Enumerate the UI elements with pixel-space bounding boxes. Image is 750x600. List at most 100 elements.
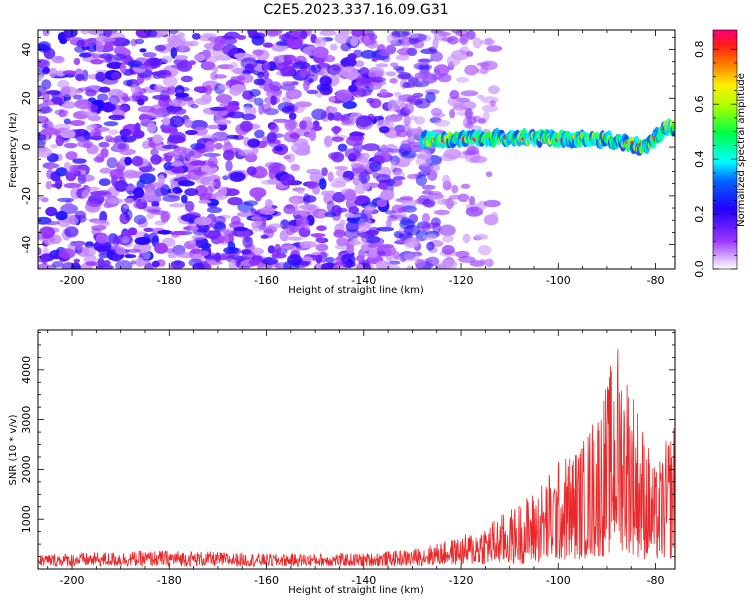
heatmap-cell xyxy=(124,156,132,166)
heatmap-cell xyxy=(306,89,319,95)
heatmap-cell xyxy=(470,155,488,164)
y-tick-label: 0 xyxy=(20,144,33,151)
heatmap-cell xyxy=(212,131,229,142)
heatmap-cell xyxy=(90,59,104,65)
heatmap-cell xyxy=(38,103,51,114)
heatmap-cell xyxy=(477,94,484,100)
colorbar-tick-label: 0.2 xyxy=(693,205,706,223)
heatmap-cell xyxy=(451,184,459,194)
heatmap-cell xyxy=(289,31,302,37)
heatmap-cell xyxy=(259,206,276,215)
heatmap-cell xyxy=(188,218,195,224)
heatmap-cell xyxy=(359,222,366,227)
heatmap-cell xyxy=(39,134,47,141)
heatmap-cell xyxy=(319,251,328,263)
heatmap-cell xyxy=(403,224,421,236)
heatmap-cell xyxy=(86,43,99,52)
heatmap-cell xyxy=(95,232,109,244)
heatmap-cell xyxy=(95,71,106,82)
heatmap-cell xyxy=(108,114,125,121)
heatmap-cell xyxy=(65,170,79,175)
heatmap-cell xyxy=(184,200,195,212)
heatmap-cell xyxy=(222,44,238,56)
heatmap-cell xyxy=(227,111,245,119)
heatmap-cell xyxy=(201,94,212,103)
heatmap-cell xyxy=(122,204,130,209)
heatmap-cell xyxy=(174,55,189,60)
heatmap-cell xyxy=(174,146,187,151)
heatmap-cell xyxy=(355,255,365,262)
heatmap-cell xyxy=(414,259,425,268)
heatmap-cell xyxy=(425,256,440,267)
heatmap-cell xyxy=(483,111,490,121)
heatmap-cell xyxy=(237,149,254,156)
heatmap-cell xyxy=(253,78,266,86)
heatmap-cell xyxy=(283,131,299,143)
heatmap-cell xyxy=(267,223,284,229)
heatmap-cell xyxy=(74,210,87,220)
heatmap-cell xyxy=(202,32,217,38)
heatmap-cell xyxy=(134,38,145,45)
heatmap-cell xyxy=(166,151,183,157)
x-tick-label: -140 xyxy=(351,574,376,587)
heatmap-cell xyxy=(297,189,304,194)
spectrogram-frame xyxy=(37,29,676,270)
heatmap-cell xyxy=(205,185,214,195)
heatmap-cell xyxy=(325,256,335,264)
heatmap-cell xyxy=(355,115,373,128)
heatmap-cell xyxy=(194,216,212,226)
heatmap-cell xyxy=(215,55,232,61)
heatmap-cell xyxy=(154,242,168,254)
heatmap-cell xyxy=(53,123,71,132)
heatmap-cell xyxy=(154,44,167,52)
heatmap-cell xyxy=(357,157,370,164)
heatmap-cell xyxy=(474,233,489,240)
heatmap-cell xyxy=(442,37,454,42)
heatmap-cell xyxy=(417,58,434,63)
heatmap-cell xyxy=(368,245,378,256)
heatmap-cell xyxy=(417,69,432,80)
heatmap-cell xyxy=(263,84,280,93)
heatmap-cell xyxy=(227,197,243,206)
heatmap-cell xyxy=(421,184,436,190)
heatmap-cell xyxy=(425,91,436,103)
heatmap-cell xyxy=(379,88,388,96)
heatmap-cell xyxy=(188,258,203,267)
heatmap-cell xyxy=(38,41,51,53)
heatmap-cell xyxy=(168,99,187,108)
heatmap-cell xyxy=(65,151,78,161)
heatmap-cell xyxy=(376,199,388,208)
spectrogram-cells xyxy=(38,30,675,269)
heatmap-cell xyxy=(242,235,254,248)
heatmap-cell xyxy=(321,190,329,196)
heatmap-cell xyxy=(360,49,377,59)
heatmap-cell xyxy=(91,225,107,231)
heatmap-cell xyxy=(406,265,413,269)
heatmap-cell xyxy=(149,104,168,115)
heatmap-cell xyxy=(395,157,411,168)
heatmap-cell xyxy=(404,237,419,248)
heatmap-cell xyxy=(41,127,59,136)
heatmap-cell xyxy=(90,104,98,112)
heatmap-cell xyxy=(169,264,176,269)
heatmap-cell xyxy=(280,65,296,77)
heatmap-cell xyxy=(398,72,412,79)
heatmap-cell xyxy=(366,236,381,244)
heatmap-cell xyxy=(119,176,126,184)
heatmap-cell xyxy=(388,260,401,265)
heatmap-cell xyxy=(396,47,415,56)
heatmap-cell xyxy=(360,176,368,185)
heatmap-cell xyxy=(103,259,111,267)
heatmap-cell xyxy=(134,122,141,134)
heatmap-cell xyxy=(355,263,364,269)
heatmap-cell xyxy=(251,35,265,46)
heatmap-cell xyxy=(252,49,264,56)
snr-y-axis-label: SNR (10 * v/v) xyxy=(8,414,19,485)
heatmap-cell xyxy=(328,96,336,103)
heatmap-cell xyxy=(108,88,124,98)
heatmap-cell xyxy=(329,43,338,51)
heatmap-cell xyxy=(50,97,63,103)
heatmap-cell xyxy=(223,246,239,254)
heatmap-cell xyxy=(214,192,225,197)
